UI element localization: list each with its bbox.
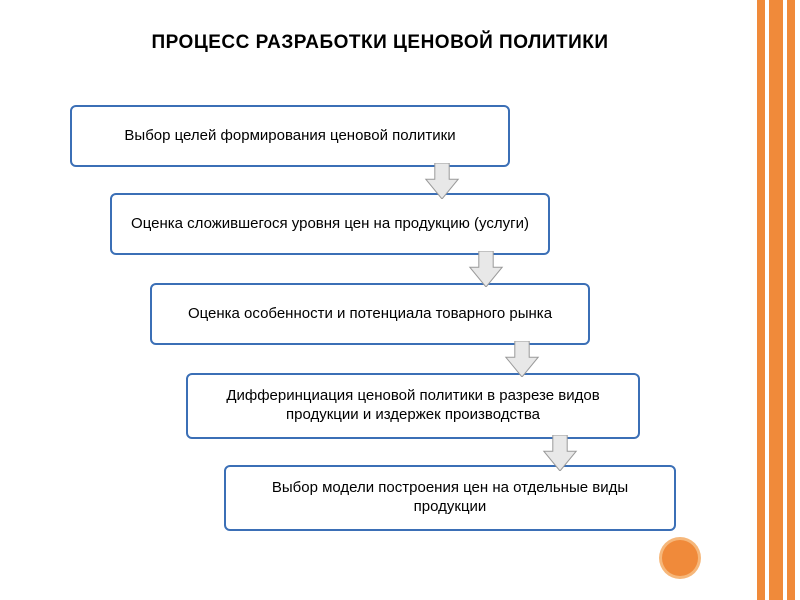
arrow-down-icon bbox=[542, 435, 578, 471]
accent-circle bbox=[662, 540, 698, 576]
flow-diagram: Выбор целей формирования ценовой политик… bbox=[70, 105, 690, 555]
arrow-down-icon bbox=[468, 251, 504, 287]
arrow-down-icon bbox=[424, 163, 460, 199]
side-stripe-3 bbox=[787, 0, 795, 600]
side-stripe-2 bbox=[769, 0, 783, 600]
step-label: Оценка особенности и потенциала товарног… bbox=[188, 305, 552, 324]
step-2: Оценка сложившегося уровня цен на продук… bbox=[110, 193, 550, 255]
arrow-down-icon bbox=[504, 341, 540, 377]
step-label: Дифферинциация ценовой политики в разрез… bbox=[198, 387, 628, 425]
step-4: Дифферинциация ценовой политики в разрез… bbox=[186, 373, 640, 439]
step-label: Оценка сложившегося уровня цен на продук… bbox=[131, 215, 529, 234]
page-title: ПРОЦЕСС РАЗРАБОТКИ ЦЕНОВОЙ ПОЛИТИКИ bbox=[0, 32, 760, 54]
step-label: Выбор модели построения цен на отдельные… bbox=[236, 479, 664, 517]
step-label: Выбор целей формирования ценовой политик… bbox=[124, 127, 455, 146]
side-stripe-1 bbox=[757, 0, 765, 600]
step-1: Выбор целей формирования ценовой политик… bbox=[70, 105, 510, 167]
step-3: Оценка особенности и потенциала товарног… bbox=[150, 283, 590, 345]
step-5: Выбор модели построения цен на отдельные… bbox=[224, 465, 676, 531]
